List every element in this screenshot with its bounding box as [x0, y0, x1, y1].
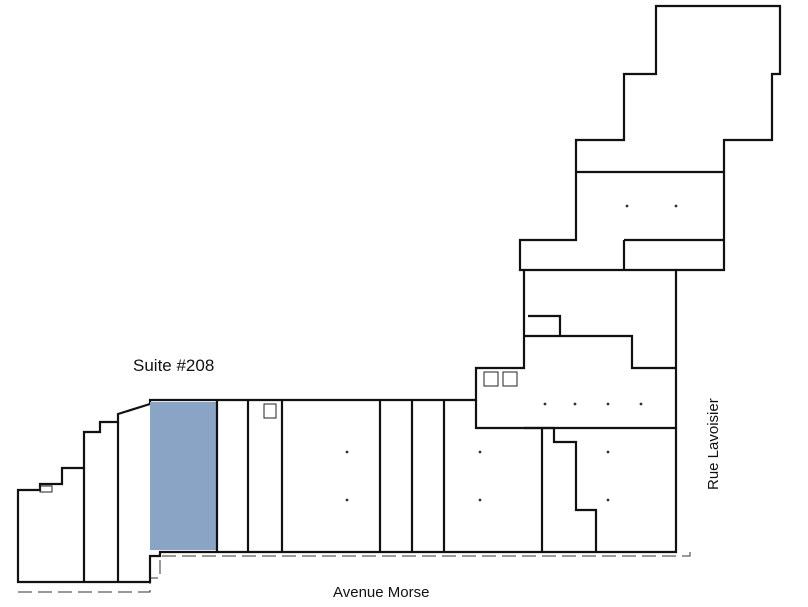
suite-208-highlight[interactable]	[150, 402, 217, 550]
fixture-box	[263, 403, 277, 419]
section-wall-c	[528, 314, 562, 336]
section-wall-b	[524, 334, 676, 370]
small-wall-box	[39, 485, 53, 493]
building-outline	[16, 4, 782, 584]
street-label-rue-lavoisier: Rue Lavoisier	[705, 398, 722, 490]
section-wall-e	[622, 238, 724, 270]
corridor-wall	[474, 400, 598, 552]
stair-fixture-1	[483, 371, 499, 387]
stair-fixture-2	[502, 371, 518, 387]
property-line	[18, 552, 691, 593]
suite-label: Suite #208	[133, 356, 215, 375]
column-markers	[345, 204, 678, 502]
street-label-avenue-morse: Avenue Morse	[333, 584, 430, 601]
